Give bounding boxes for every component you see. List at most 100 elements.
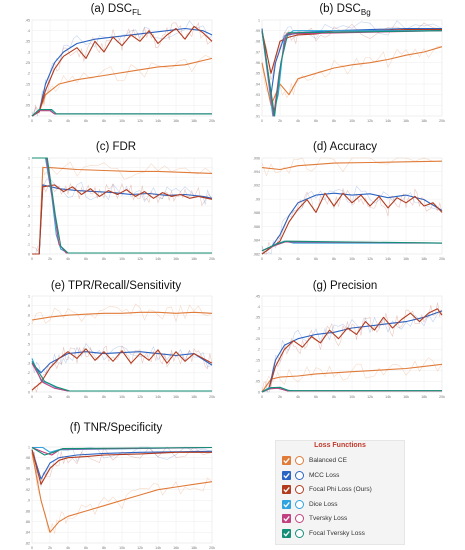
legend-item[interactable]: Focal Tversky Loss	[276, 528, 404, 540]
y-tick-label: 1	[28, 294, 30, 298]
circle-icon	[295, 485, 304, 494]
y-tick-label: .1	[27, 243, 30, 247]
y-tick-label: .5	[27, 204, 30, 208]
x-tick-label: 8k	[332, 119, 336, 123]
legend-item[interactable]: Focal Phi Loss (Ours)	[276, 484, 404, 496]
checkbox-icon[interactable]	[282, 470, 291, 480]
y-tick-label: .15	[25, 82, 30, 86]
series-raw-trace	[261, 185, 443, 255]
y-tick-label: .93	[255, 93, 260, 97]
series-line	[31, 25, 213, 117]
legend-label: MCC Loss	[309, 471, 340, 479]
y-tick-label: .7	[27, 323, 30, 327]
y-tick-label: .88	[25, 509, 30, 513]
x-tick-label: 4k	[66, 257, 70, 261]
y-tick-label: .986	[253, 225, 260, 229]
y-tick-label: .3	[27, 50, 30, 54]
x-tick-label: 12k	[137, 395, 143, 399]
x-tick-label: 6k	[314, 395, 318, 399]
x-tick-label: 20k	[439, 119, 445, 123]
y-tick-label: .84	[25, 531, 30, 535]
y-tick-label: .96	[255, 61, 260, 65]
x-tick-label: 12k	[367, 119, 373, 123]
y-tick-label: .25	[255, 337, 260, 341]
checkbox-icon[interactable]	[282, 514, 291, 523]
y-tick-label: .86	[25, 520, 30, 524]
x-tick-label: 12k	[137, 257, 143, 261]
x-tick-label: 6k	[84, 119, 88, 123]
chart-panel-7: (f) TNR/Specificity 0 2k 4k 6k 8k 10k 12k 14k 16k…	[25, 422, 215, 550]
y-tick-label: .984	[253, 239, 260, 243]
y-tick-label: .7	[27, 185, 30, 189]
checkbox-icon[interactable]	[282, 456, 291, 465]
series-line	[261, 310, 443, 393]
x-tick-label: 10k	[349, 257, 355, 261]
x-tick-label: 2k	[48, 257, 52, 261]
x-tick-label: 12k	[367, 395, 373, 399]
legend-item[interactable]: MCC Loss	[276, 470, 404, 482]
checkbox-icon[interactable]	[282, 528, 291, 538]
x-tick-label: 16k	[403, 395, 409, 399]
x-tick-label: 10k	[119, 395, 125, 399]
x-tick-label: 0	[31, 257, 33, 261]
chart-panel-3: (c) FDR 0 2k 4k 6k 8k 10k 12k 14k 16k 18k 20k 0 .1 .2.…	[27, 141, 215, 261]
legend-label: Focal Phi Loss (Ours)	[309, 486, 372, 493]
series-line	[261, 30, 442, 117]
x-tick-label: 10k	[119, 546, 125, 550]
y-tick-label: .94	[255, 82, 260, 86]
series-line	[261, 192, 443, 255]
x-tick-label: 2k	[48, 546, 52, 550]
y-tick-label: .05	[255, 380, 260, 384]
legend-item[interactable]: Balanced CE	[276, 455, 404, 467]
series-line	[31, 449, 212, 485]
x-tick-label: 8k	[102, 257, 106, 261]
y-tick-label: .6	[27, 195, 30, 199]
x-tick-label: 14k	[155, 546, 161, 550]
series-line	[261, 46, 443, 106]
x-tick-label: 20k	[439, 395, 445, 399]
circle-icon	[295, 470, 304, 480]
y-tick-label: .2	[27, 371, 30, 375]
x-tick-label: 4k	[296, 395, 300, 399]
x-tick-label: 0	[261, 119, 263, 123]
x-tick-label: 20k	[209, 257, 215, 261]
chart-title: (f) TNR/Specificity	[70, 422, 163, 434]
x-tick-label: 10k	[349, 119, 355, 123]
x-tick-label: 4k	[296, 257, 300, 261]
x-tick-label: 14k	[385, 119, 391, 123]
x-tick-label: 14k	[155, 395, 161, 399]
x-tick-label: 2k	[278, 257, 282, 261]
x-tick-label: 4k	[66, 395, 70, 399]
x-tick-label: 14k	[155, 257, 161, 261]
x-tick-label: 10k	[119, 257, 125, 261]
y-tick-label: .1	[27, 381, 30, 385]
series-line	[261, 160, 443, 171]
chart-title: (e) TPR/Recall/Sensitivity	[51, 280, 181, 292]
checkbox-icon[interactable]	[282, 499, 291, 509]
x-tick-label: 0	[31, 119, 33, 123]
checkbox-icon[interactable]	[282, 485, 291, 494]
chart-panel-6: (g) Precision 0 2k 4k 6k 8k 10k 12k 14k 16k 18k 20k…	[255, 280, 445, 399]
y-tick-label: .6	[27, 333, 30, 337]
series-raw-trace	[261, 357, 443, 391]
x-tick-label: 4k	[296, 119, 300, 123]
y-tick-label: .35	[255, 316, 260, 320]
x-tick-label: 18k	[421, 257, 427, 261]
legend-item[interactable]: Dice Loss	[276, 499, 404, 511]
y-tick-label: 0	[28, 390, 30, 394]
y-tick-label: .8	[27, 314, 30, 318]
x-tick-label: 4k	[66, 546, 70, 550]
chart-title: (g) Precision	[313, 280, 378, 292]
x-tick-label: 16k	[403, 119, 409, 123]
series-line	[261, 308, 443, 393]
x-tick-label: 8k	[102, 395, 106, 399]
x-tick-label: 16k	[173, 119, 179, 123]
y-tick-label: .9	[27, 304, 30, 308]
legend-item[interactable]: Tversky Loss	[276, 513, 404, 525]
x-tick-label: 2k	[48, 119, 52, 123]
series-line	[261, 386, 442, 393]
y-tick-label: .92	[25, 488, 30, 492]
chart-panel-2: (b) DSCBg 0 2k 4k 6k 8k 10k 12k 14k 16k 18k 20k .91.…	[255, 3, 445, 123]
y-tick-label: 0	[28, 114, 30, 118]
